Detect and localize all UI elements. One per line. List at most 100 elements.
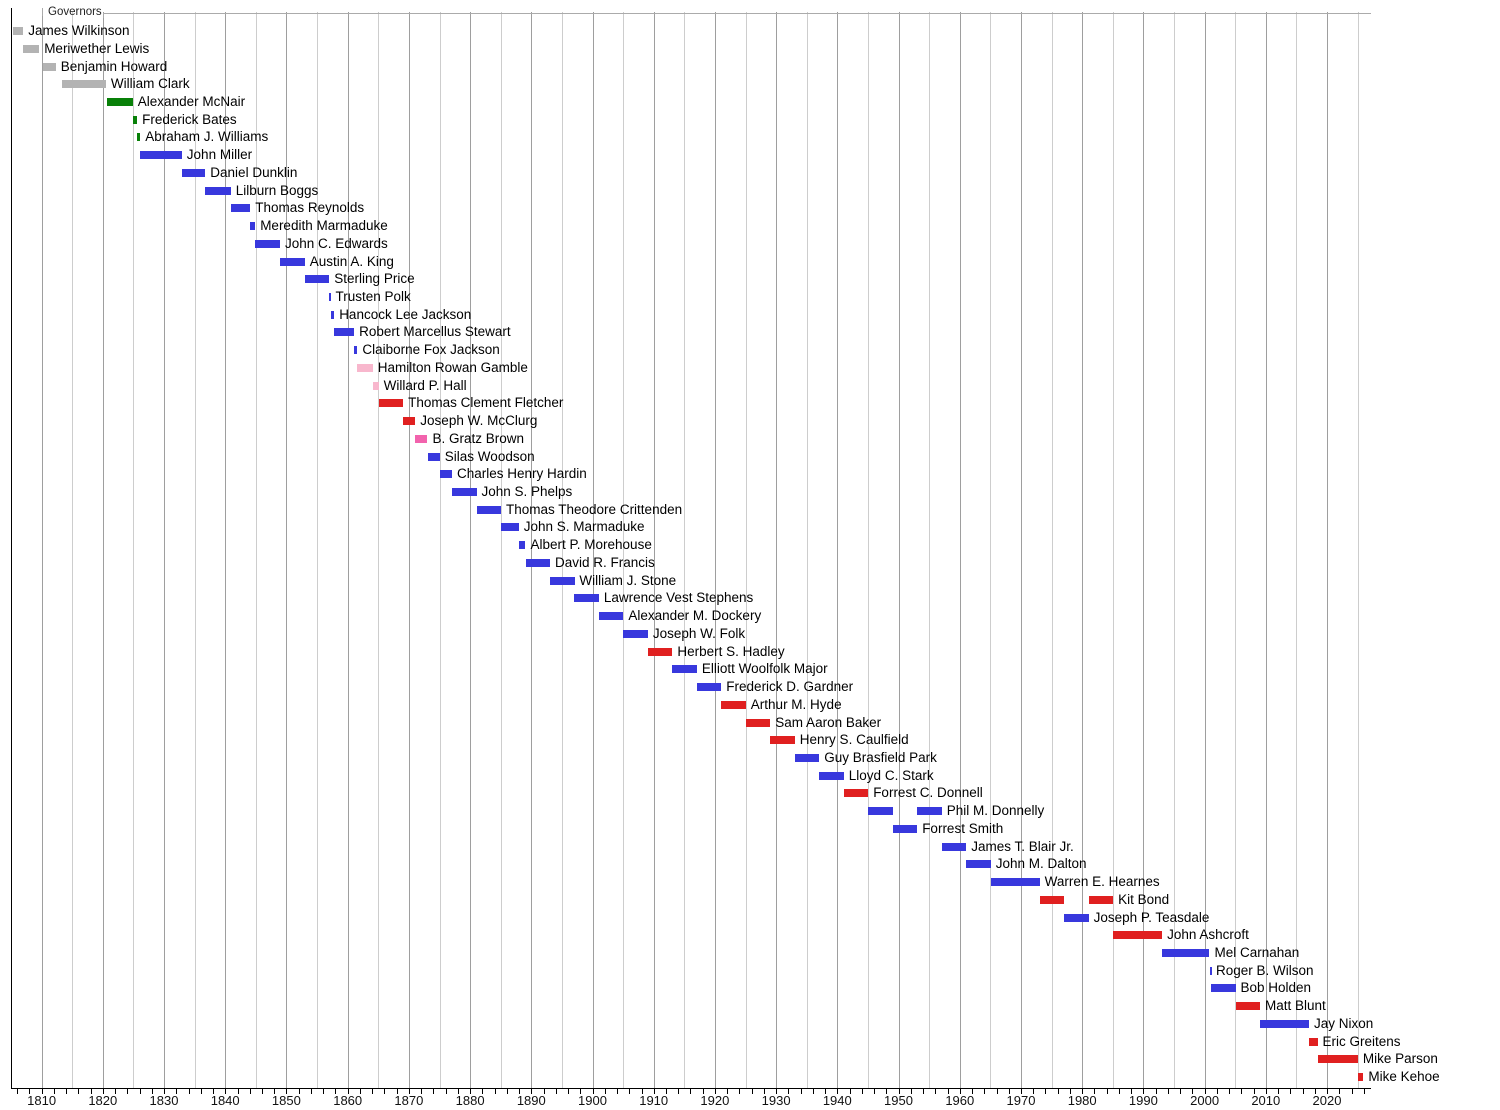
governor-label: Bob Holden [1240,980,1312,996]
x-axis-tick [1302,1089,1304,1094]
governor-bar [518,541,526,550]
governor-bar [439,470,452,479]
gridline [1296,12,1298,1089]
x-axis-tick [41,1089,43,1094]
governor-label: Thomas Clement Fletcher [408,395,564,411]
x-axis-tick [262,1089,263,1094]
gridline [133,12,135,1089]
x-axis-tick-label: 1850 [271,1093,301,1108]
x-axis-tick-label: 1920 [700,1093,730,1108]
governor-bar [372,381,379,390]
governor-label: John Miller [186,147,253,163]
x-axis-tick [1339,1089,1341,1094]
governor-bar [941,842,967,851]
x-axis-tick [763,1089,765,1094]
governor-bar [1064,913,1089,922]
x-axis-tick [1094,1089,1096,1094]
x-axis-tick [947,1089,949,1094]
x-axis-tick [396,1089,398,1094]
governor-label: Sam Aaron Baker [775,714,882,730]
governor-bar [647,647,673,656]
governor-label: Thomas Reynolds [255,200,365,216]
x-axis-tick [629,1089,631,1094]
gridline [684,12,686,1089]
x-axis-tick [482,1089,484,1094]
x-axis-tick [127,1089,129,1094]
governor-label: Thomas Theodore Crittenden [506,501,683,517]
governor-bar [1211,984,1236,993]
x-axis-tick-label: 2010 [1251,1093,1281,1108]
x-axis-tick [1229,1089,1231,1094]
x-axis-tick [543,1089,545,1094]
governor-bar [672,665,697,674]
gridline [867,12,869,1089]
governor-label: John Ashcroft [1167,927,1249,943]
governor-label: Albert P. Morehouse [530,537,652,553]
x-axis-tick [66,1089,68,1094]
governor-bar [354,346,358,355]
x-axis-tick [225,1089,227,1094]
governor-bar [250,222,256,230]
gridline [990,12,992,1089]
governor-label: John S. Phelps [481,484,573,499]
x-axis-tick [1327,1089,1328,1094]
x-axis-tick [1290,1089,1292,1094]
gridline [1357,12,1359,1089]
governor-label: David R. Francis [555,554,655,570]
gridline [41,12,43,1089]
x-axis-tick [457,1089,459,1094]
gridline [102,12,104,1089]
governor-label: Roger B. Wilson [1216,962,1314,978]
governor-bar [476,505,501,514]
gridline [1235,12,1237,1089]
x-axis-tick-label: 1950 [884,1093,913,1108]
gridline [929,12,931,1089]
gridline [531,12,533,1089]
governor-label: Willard P. Hall [383,377,467,393]
x-axis-tick [433,1089,435,1094]
x-axis-tick [1204,1089,1206,1094]
x-axis-tick [1253,1089,1255,1094]
x-axis-tick [151,1089,153,1094]
x-axis-tick [164,1089,165,1094]
governor-label: Hamilton Rowan Gamble [377,359,528,375]
governor-bar [255,239,280,248]
governor-label: Meriwether Lewis [44,40,150,56]
x-axis-tick-label: 1940 [822,1093,852,1108]
x-axis-tick-label: 1970 [1006,1093,1036,1108]
governor-label: John S. Marmaduke [523,519,645,535]
governor-label: Alexander McNair [137,93,246,109]
x-axis-tick-label: 1980 [1067,1093,1097,1108]
governor-label: Mike Kehoe [1368,1069,1440,1085]
gridline [1112,12,1114,1089]
governor-label: Mike Parson [1362,1051,1438,1067]
governor-bar [205,186,231,195]
x-axis-tick [347,1089,349,1094]
section-bracket-left [41,8,43,16]
x-axis-tick [849,1089,851,1094]
gridline [745,12,747,1089]
x-axis-tick [837,1089,839,1094]
governor-bar [107,97,133,106]
x-axis-tick [702,1089,704,1094]
x-axis-tick [592,1089,594,1094]
x-axis-tick [372,1089,374,1094]
governor-label: Daniel Dunklin [210,164,298,180]
governor-label: Silas Woodson [444,448,535,464]
gridline [806,12,808,1089]
gridline [378,12,380,1089]
x-axis-tick [568,1089,569,1094]
governor-bar [525,558,550,567]
x-axis-tick [1008,1089,1010,1094]
x-axis-tick-label: 1910 [639,1093,669,1108]
x-axis-tick [935,1089,937,1094]
x-axis-tick-label: 1810 [27,1093,57,1108]
x-axis-tick [690,1089,692,1094]
x-axis-tick [1278,1089,1279,1094]
x-axis-tick [1180,1089,1182,1094]
governor-bar [280,257,305,266]
gridline [408,12,410,1089]
governor-bar [403,417,416,426]
gridline [1174,12,1175,1089]
governor-bar [378,399,404,408]
